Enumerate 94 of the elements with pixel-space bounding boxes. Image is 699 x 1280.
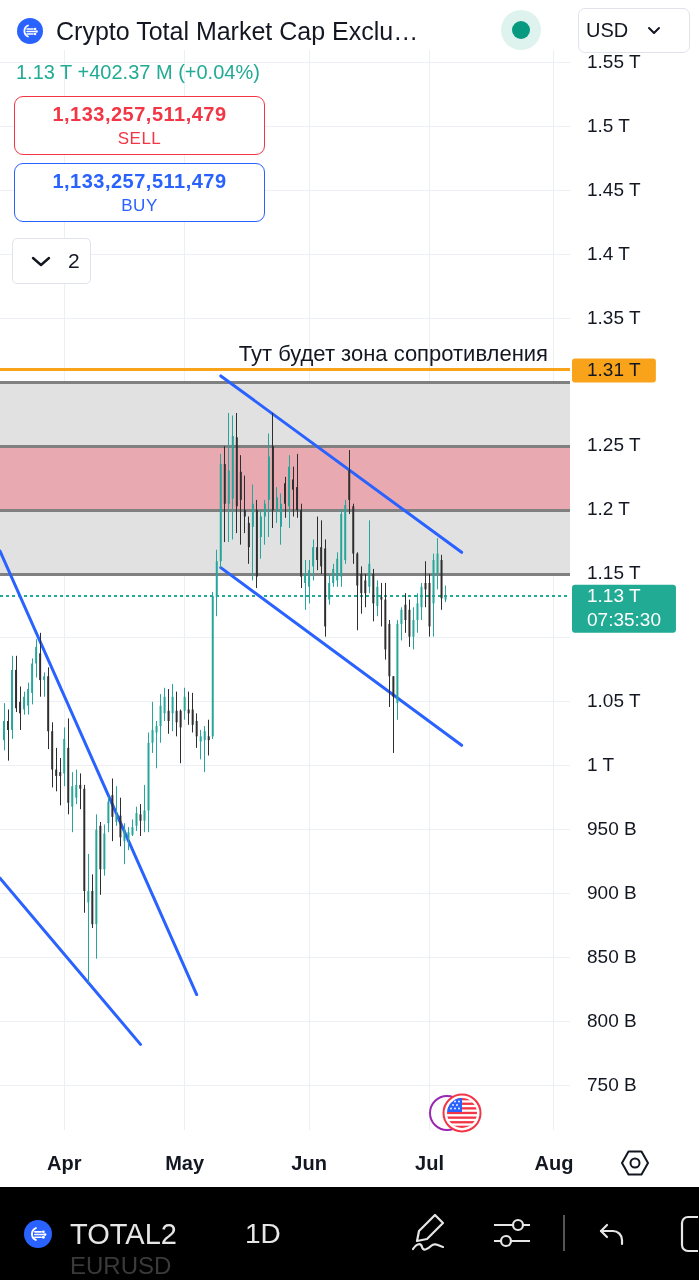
y-tick-label: 800 B [587, 1009, 637, 1031]
candlestick [191, 692, 194, 734]
y-tick-label: 1.05 T [587, 690, 641, 712]
candlestick [251, 484, 254, 581]
y-tick-label: 1.45 T [587, 178, 641, 200]
candlestick [87, 853, 90, 984]
candlestick [135, 806, 138, 832]
candlestick [151, 701, 154, 754]
candlestick [292, 466, 295, 518]
candlestick [19, 686, 22, 731]
candlestick [436, 537, 439, 590]
x-tick-label: May [165, 1151, 205, 1174]
y-tick-label: 1.55 T [587, 51, 641, 73]
candlestick [203, 725, 206, 773]
candlestick [155, 720, 158, 769]
candlestick [59, 757, 62, 806]
candlestick [71, 771, 74, 833]
candlestick [175, 691, 178, 737]
y-tick-label: 1.15 T [587, 562, 641, 584]
candlestick [183, 687, 186, 721]
candlestick [259, 509, 262, 560]
candlestick [119, 797, 122, 847]
annotation: SELL [116, 129, 163, 149]
x-tick-label: Apr [47, 1151, 82, 1174]
candlestick [364, 573, 367, 608]
candlestick [243, 475, 246, 534]
buy-button: 1,133,257,511,479 BUY [14, 163, 265, 222]
candlestick [79, 772, 82, 810]
y-tick-label: 1.5 T [587, 114, 631, 136]
candlestick [275, 486, 278, 524]
text: 1.13 T +402.37 M (+0.04%) [16, 60, 260, 85]
annotation: 1,133,257,511,479 [51, 169, 228, 193]
candlestick [368, 519, 371, 594]
candlestick [404, 592, 407, 634]
candlestick [332, 563, 335, 588]
y-tick-label: 1.35 T [587, 306, 641, 328]
candlestick [55, 747, 58, 792]
candlestick [143, 784, 146, 833]
candlestick [316, 516, 319, 571]
candlestick [107, 795, 110, 833]
candlestick [43, 671, 46, 698]
candlestick [3, 702, 6, 751]
sell-button: 1,133,257,511,479 SELL [14, 96, 265, 155]
candlestick [139, 803, 142, 837]
candlestick [163, 687, 166, 722]
candlestick [336, 551, 339, 588]
candlestick [279, 493, 282, 546]
currency-dropdown: USD [578, 8, 690, 53]
candlestick [115, 785, 118, 827]
candlestick [312, 539, 315, 581]
annotation: 1,133,257,511,479 [51, 102, 228, 126]
candlestick [263, 499, 266, 546]
candlestick [23, 691, 26, 716]
candlestick [7, 709, 10, 762]
chart-title: Crypto Total Market Cap Exclu… [56, 16, 419, 47]
y-tick-label: 1 T [587, 753, 615, 775]
candlestick [35, 638, 38, 679]
candlestick [167, 688, 170, 735]
candlestick [320, 519, 323, 575]
candlestick [424, 560, 427, 608]
candlestick [159, 693, 162, 744]
candlestick [171, 683, 174, 732]
annotation: Тут будет зона сопротивления [238, 340, 549, 366]
candlestick [360, 565, 363, 615]
y-tick-label: 750 B [587, 1073, 637, 1095]
candlestick [207, 719, 210, 757]
x-tick-label: Jun [291, 1151, 327, 1174]
x-tick-label: Aug [534, 1151, 574, 1174]
y-tick-label: 1.4 T [587, 242, 631, 264]
candlestick [75, 769, 78, 805]
x-tick-label: Jul [415, 1151, 444, 1174]
ref-line-label: 1.13 T 07:35:30 [587, 584, 661, 630]
candlestick [400, 606, 403, 641]
candlestick [27, 682, 30, 716]
candlestick [380, 582, 383, 627]
annotation: 2 [68, 249, 80, 273]
candlestick [284, 476, 286, 519]
y-tick-label: 900 B [587, 881, 637, 903]
dropdown-button: 2 [12, 238, 91, 284]
candlestick [195, 712, 198, 749]
candlestick [199, 729, 202, 760]
y-tick-label: 850 B [587, 945, 637, 967]
candlestick [127, 826, 130, 851]
ref-line-label: 1.31 T [587, 358, 641, 380]
annotation: BUY [120, 196, 159, 216]
candlestick [392, 675, 395, 754]
candlestick [296, 453, 299, 519]
y-tick-label: 950 B [587, 817, 637, 839]
candlestick [123, 822, 126, 865]
y-tick-label: 1.2 T [587, 498, 631, 520]
y-tick-label: 1.25 T [587, 434, 641, 456]
candlestick [412, 606, 415, 650]
candlestick [111, 778, 114, 842]
candlestick [179, 709, 182, 764]
